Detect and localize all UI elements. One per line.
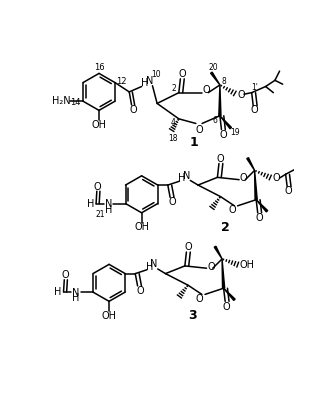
Polygon shape <box>247 158 255 170</box>
Text: H₂N: H₂N <box>52 96 71 106</box>
Text: O: O <box>228 206 236 216</box>
Text: H: H <box>87 198 94 208</box>
Text: 2: 2 <box>172 84 177 93</box>
Text: O: O <box>240 173 248 183</box>
Text: O: O <box>61 270 69 280</box>
Polygon shape <box>222 259 225 288</box>
Text: O: O <box>94 182 101 192</box>
Text: O: O <box>223 302 231 312</box>
Text: 18: 18 <box>168 134 177 142</box>
Text: H: H <box>146 262 153 272</box>
Text: O: O <box>285 186 293 196</box>
Text: O: O <box>272 173 280 183</box>
Text: O: O <box>136 286 144 296</box>
Text: N: N <box>72 288 79 298</box>
Text: O: O <box>196 294 203 304</box>
Text: O: O <box>129 105 137 115</box>
Text: H: H <box>54 287 62 297</box>
Text: 10: 10 <box>151 70 160 80</box>
Text: O: O <box>203 85 211 95</box>
Polygon shape <box>220 116 232 129</box>
Polygon shape <box>256 200 268 212</box>
Text: O: O <box>251 105 259 115</box>
Text: N: N <box>105 199 112 209</box>
Text: 19: 19 <box>231 128 240 137</box>
Text: OH: OH <box>239 260 254 270</box>
Text: 8: 8 <box>221 77 226 86</box>
Text: O: O <box>207 262 215 272</box>
Text: H: H <box>72 293 79 303</box>
Text: O: O <box>184 242 192 252</box>
Text: 14: 14 <box>70 98 80 107</box>
Text: 16: 16 <box>94 63 104 72</box>
Polygon shape <box>214 246 222 259</box>
Text: N: N <box>146 76 153 86</box>
Text: H: H <box>141 78 148 88</box>
Text: 3: 3 <box>188 310 197 322</box>
Polygon shape <box>219 85 221 116</box>
Polygon shape <box>211 72 220 85</box>
Text: 20: 20 <box>208 63 218 72</box>
Text: 4: 4 <box>171 118 176 127</box>
Text: N: N <box>183 171 190 181</box>
Text: O: O <box>217 154 224 164</box>
Text: 1': 1' <box>251 83 258 92</box>
Text: OH: OH <box>102 311 116 321</box>
Text: 2: 2 <box>221 221 230 234</box>
Text: OH: OH <box>92 120 107 130</box>
Polygon shape <box>224 288 235 300</box>
Text: O: O <box>237 90 245 100</box>
Text: O: O <box>178 69 186 79</box>
Text: OH: OH <box>134 222 149 232</box>
Text: 12: 12 <box>116 77 127 86</box>
Text: O: O <box>195 125 203 135</box>
Text: H: H <box>105 205 112 215</box>
Text: 21: 21 <box>96 210 106 219</box>
Text: O: O <box>255 213 263 223</box>
Text: O: O <box>219 130 227 140</box>
Text: 1: 1 <box>189 136 198 149</box>
Text: O: O <box>169 197 176 207</box>
Polygon shape <box>255 170 257 200</box>
Text: H: H <box>178 173 185 183</box>
Text: 6: 6 <box>213 116 218 125</box>
Text: N: N <box>150 259 158 269</box>
